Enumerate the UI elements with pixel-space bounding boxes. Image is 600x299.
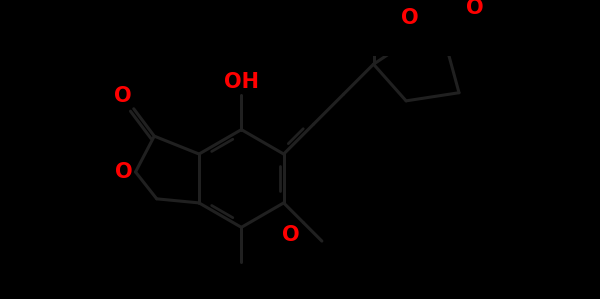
Text: O: O <box>466 0 484 18</box>
Text: O: O <box>115 162 133 182</box>
Text: O: O <box>282 225 299 245</box>
Text: O: O <box>115 86 132 106</box>
Text: O: O <box>401 8 419 28</box>
Text: OH: OH <box>224 72 259 92</box>
